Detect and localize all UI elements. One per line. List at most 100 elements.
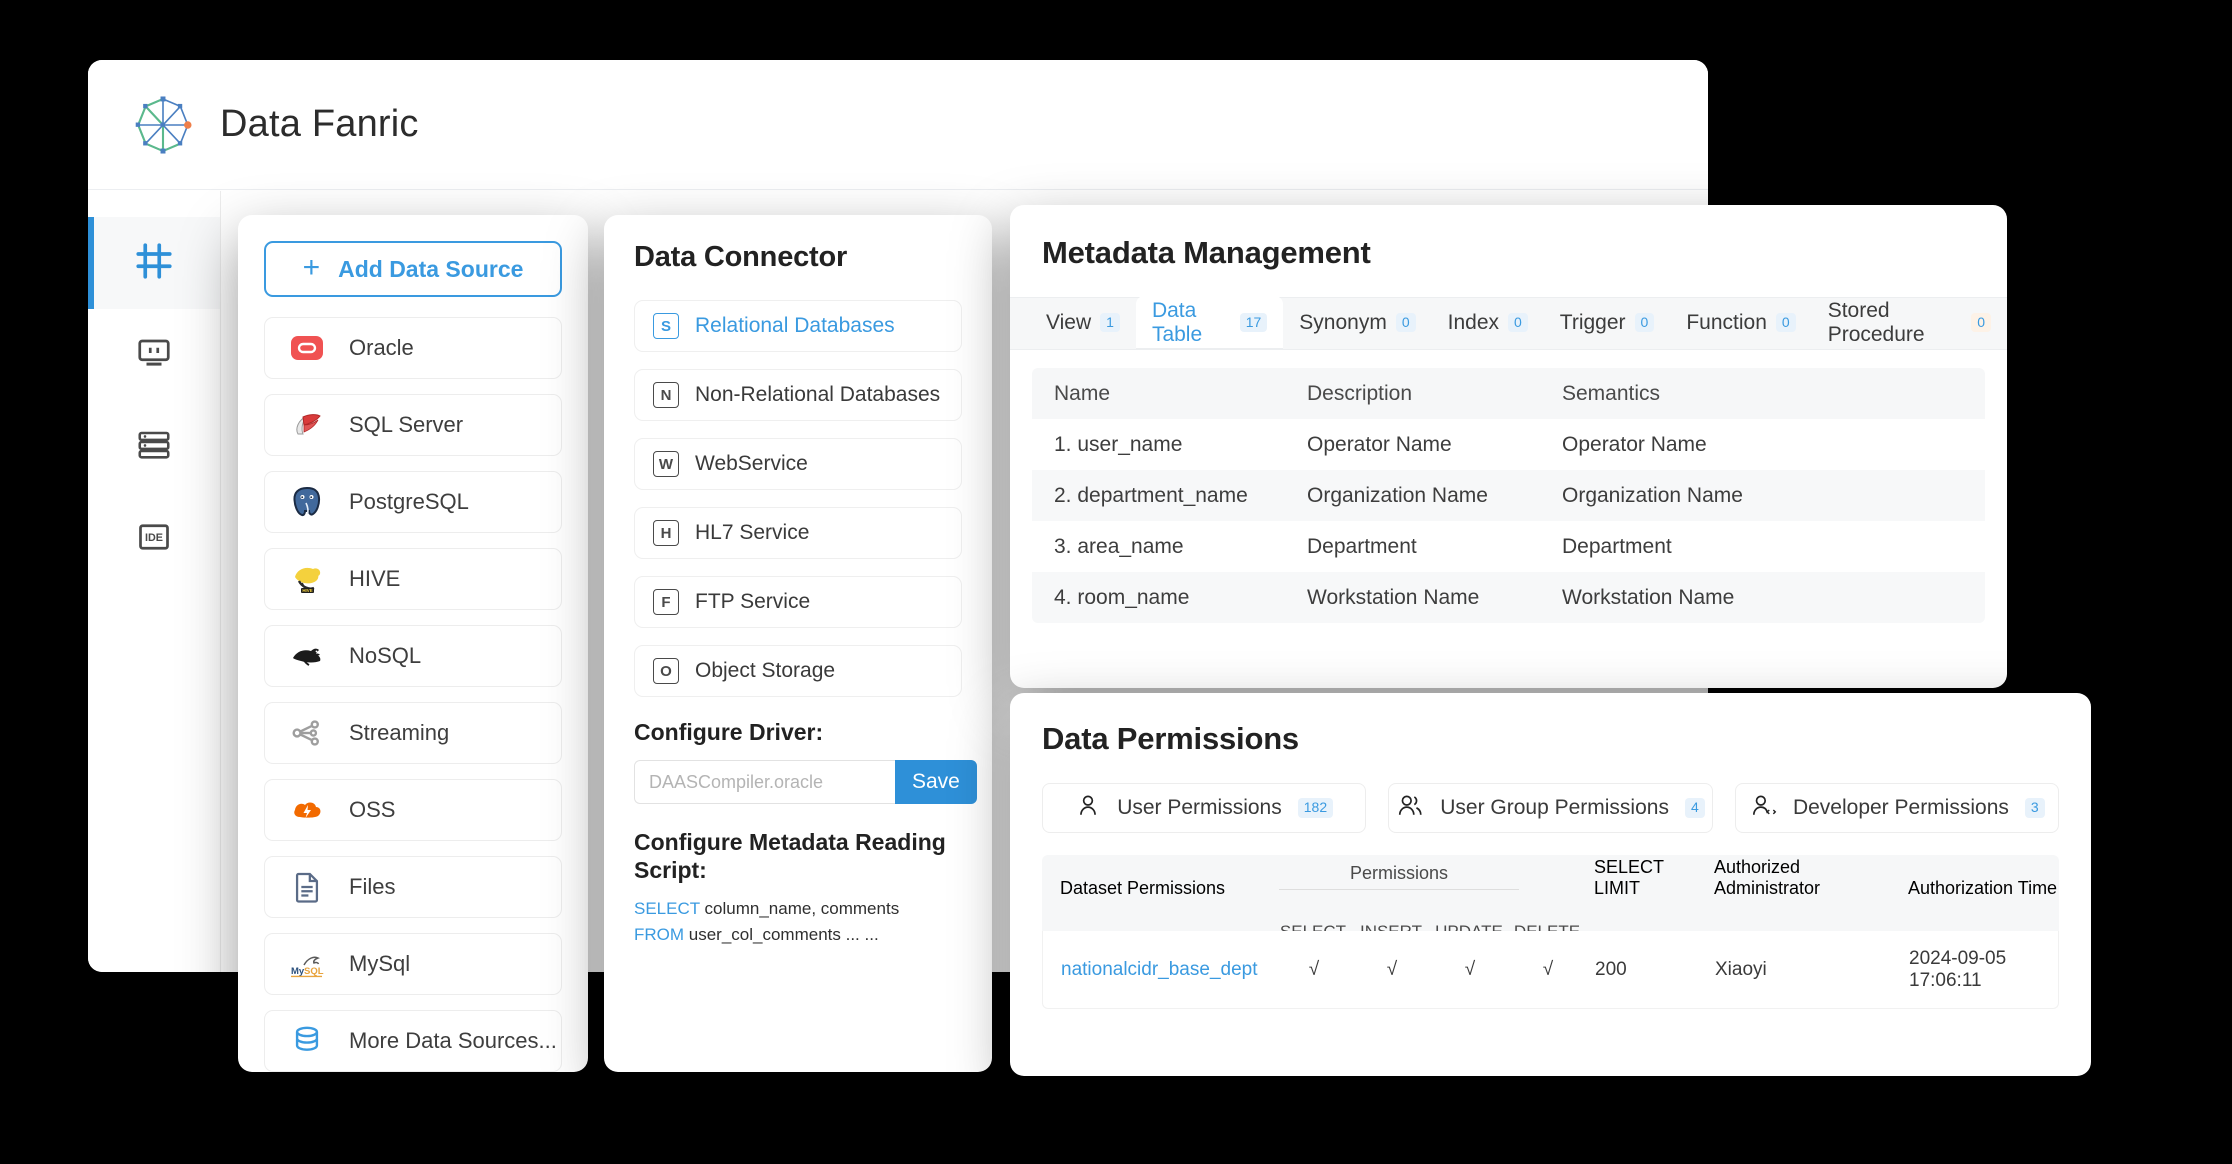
table-row[interactable]: 1. user_name Operator Name Operator Name [1032,419,1985,470]
metadata-tabs: View 1 Data Table 17 Synonym 0 Index 0 T… [1010,296,2007,350]
sql-keyword-select: SELECT [634,899,700,919]
table-row[interactable]: 3. area_name Department Department [1032,521,1985,572]
metadata-script-preview: SELECT column_name, comments FROM user_c… [634,896,962,947]
tab-function[interactable]: Function 0 [1670,296,1811,349]
tab-user-permissions[interactable]: User Permissions 182 [1042,783,1367,833]
tab-index[interactable]: Index 0 [1432,296,1544,349]
data-connector-title: Data Connector [634,241,848,273]
tab-count-badge: 0 [1634,312,1655,333]
connector-label: FTP Service [695,590,811,613]
list-item-oracle[interactable]: Oracle [264,317,562,379]
sql-keyword-from: FROM [634,924,685,944]
connector-object-storage[interactable]: O Object Storage [634,645,962,697]
list-item-label: Oracle [349,335,414,360]
tab-label: View [1046,310,1092,334]
add-data-source-button[interactable]: + Add Data Source [264,241,562,297]
cell-name: 4. room_name [1054,585,1190,609]
oracle-icon [287,328,327,368]
users-group-icon [1396,792,1424,824]
table-row[interactable]: nationalcidr_base_dept √ √ √ √ 200 Xiaoy… [1042,931,2059,1009]
list-item-sql-server[interactable]: SQL Server [264,394,562,456]
list-item-more-data-sources[interactable]: More Data Sources... [264,1010,562,1072]
column-header-name: Name [1054,381,1111,405]
connector-hl7-service[interactable]: H HL7 Service [634,507,962,559]
svg-text:IDE: IDE [145,531,163,543]
letter-o-icon: O [653,658,679,684]
connector-non-relational-databases[interactable]: N Non-Relational Databases [634,369,962,421]
driver-row: Save [634,760,977,804]
plus-icon: + [302,250,321,284]
configure-driver-label: Configure Driver: [634,719,824,745]
server-stack-icon [136,427,172,468]
driver-input[interactable] [634,760,895,804]
list-item-label: OSS [349,797,396,822]
list-item-oss[interactable]: OSS [264,779,562,841]
tab-trigger[interactable]: Trigger 0 [1544,296,1671,349]
list-item-nosql[interactable]: NoSQL [264,625,562,687]
oss-cloud-icon [287,790,327,830]
app-title: Data Fanric [220,103,419,145]
tab-label: Data Table [1151,298,1203,346]
list-item-mysql[interactable]: My SQL MySql [264,933,562,995]
sliders-icon [133,240,175,287]
tab-label: User Permissions [1117,796,1282,819]
icon-rail: IDE [88,191,221,972]
ide-icon: IDE [136,519,172,560]
list-item-postgresql[interactable]: PostgreSQL [264,471,562,533]
sidebar-item-ide[interactable]: IDE [88,493,220,585]
tab-count-badge: 182 [1297,798,1334,818]
cell-description: Operator Name [1307,432,1452,456]
table-row[interactable]: 2. department_name Organization Name Org… [1032,470,1985,521]
connector-label: HL7 Service [695,521,810,544]
cell-semantics: Organization Name [1562,483,1743,507]
connector-relational-databases[interactable]: S Relational Databases [634,300,962,352]
letter-f-icon: F [653,589,679,615]
tab-label: Trigger [1559,310,1626,334]
svg-text:SQL: SQL [304,966,324,977]
permissions-table: Permissions Dataset Permissions SELECT I… [1042,855,2059,1009]
tab-data-table[interactable]: Data Table 17 [1135,296,1284,349]
cell-description: Organization Name [1307,483,1488,507]
list-item-files[interactable]: Files [264,856,562,918]
data-source-list: Oracle SQL Server [264,317,562,1072]
sidebar-item-data-integration[interactable] [88,217,220,309]
cell-authorization-time: 2024-09-05 17:06:11 [1909,947,2007,991]
connector-ftp-service[interactable]: F FTP Service [634,576,962,628]
tab-label: Developer Permissions [1792,796,2009,819]
cell-semantics: Workstation Name [1562,585,1735,609]
metadata-table: Name Description Semantics 1. user_name … [1032,368,1985,623]
cell-dataset-link[interactable]: nationalcidr_base_dept [1061,958,1258,980]
column-header-dataset: Dataset Permissions [1060,878,1226,898]
metadata-title: Metadata Management [1042,235,1371,270]
data-source-panel: + Add Data Source Oracle [238,215,588,1072]
save-button[interactable]: Save [895,760,977,804]
cell-delete-check: √ [1542,958,1554,980]
list-item-label: MySql [349,951,411,976]
tab-stored-procedure[interactable]: Stored Procedure 0 [1812,296,2007,349]
list-item-label: SQL Server [349,412,464,437]
tab-synonym[interactable]: Synonym 0 [1283,296,1431,349]
tab-view[interactable]: View 1 [1030,296,1136,349]
list-item-hive[interactable]: HIVE HIVE [264,548,562,610]
tab-label: Synonym [1299,310,1387,334]
cell-description: Department [1307,534,1417,558]
tab-user-group-permissions[interactable]: User Group Permissions 4 [1388,783,1713,833]
cell-semantics: Department [1562,534,1672,558]
column-header-authorization-time: Authorization Time [1908,878,2058,898]
svg-text:HIVE: HIVE [302,588,312,593]
cell-select-limit: 200 [1595,958,1627,980]
sql-line2-rest: user_col_comments ... ... [684,924,879,944]
database-cylinder-icon [287,1021,327,1061]
letter-s-icon: S [653,313,679,339]
sqlserver-icon [287,405,327,445]
tab-developer-permissions[interactable]: Developer Permissions 3 [1734,783,2059,833]
sidebar-item-monitoring[interactable] [88,309,220,401]
data-connector-panel: Data Connector S Relational Databases N … [604,215,992,1072]
sidebar-item-storage[interactable] [88,401,220,493]
connector-webservice[interactable]: W WebService [634,438,962,490]
table-row[interactable]: 4. room_name Workstation Name Workstatio… [1032,572,1985,623]
list-item-streaming[interactable]: Streaming [264,702,562,764]
postgresql-icon [287,482,327,522]
tab-count-badge: 0 [1775,312,1796,333]
add-data-source-label: Add Data Source [338,255,524,282]
